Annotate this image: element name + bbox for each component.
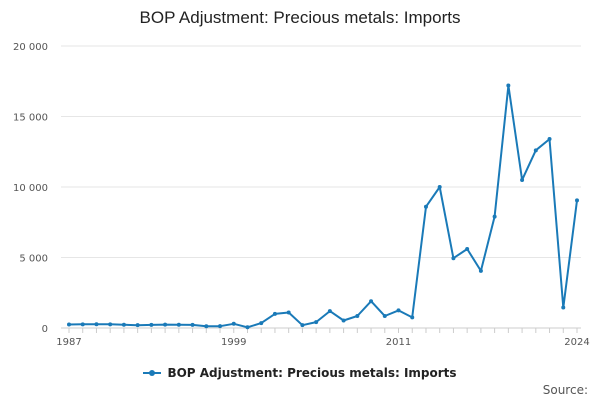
data-point — [355, 314, 360, 319]
y-tick-label: 10 000 — [13, 183, 48, 194]
data-point — [369, 299, 374, 304]
legend: BOP Adjustment: Precious metals: Imports — [0, 366, 600, 380]
data-point — [135, 323, 140, 328]
data-point — [506, 83, 511, 88]
data-point — [121, 322, 126, 327]
data-point — [149, 322, 154, 327]
x-tick-label: 2011 — [386, 337, 411, 348]
data-point — [286, 310, 291, 315]
data-point — [341, 318, 346, 323]
legend-swatch-icon — [143, 368, 162, 378]
data-point — [108, 322, 113, 327]
data-point — [410, 315, 415, 320]
data-point — [382, 314, 387, 319]
x-tick-label: 2024 — [564, 337, 589, 348]
data-point — [176, 322, 181, 327]
data-point — [327, 309, 332, 314]
data-point — [80, 322, 85, 327]
data-point — [94, 322, 99, 327]
data-point — [245, 325, 250, 330]
data-point — [396, 308, 401, 313]
y-tick-label: 15 000 — [13, 113, 48, 124]
data-point — [451, 256, 456, 261]
data-point — [437, 185, 442, 189]
data-point — [478, 268, 483, 273]
data-point — [575, 198, 579, 203]
chart-title: BOP Adjustment: Precious metals: Imports — [139, 8, 461, 27]
data-point — [561, 305, 566, 310]
data-point — [547, 137, 552, 142]
series-line — [68, 84, 578, 329]
x-tick-label: 1999 — [221, 337, 246, 348]
data-point — [163, 322, 168, 327]
data-point — [423, 204, 428, 209]
source-label: Source: — [542, 383, 588, 397]
y-tick-label: 20 000 — [13, 42, 48, 53]
data-point — [314, 320, 319, 325]
legend-label: BOP Adjustment: Precious metals: Imports — [167, 366, 457, 380]
data-point — [231, 321, 236, 326]
data-point — [492, 214, 497, 219]
data-point — [520, 177, 525, 182]
data-point — [533, 148, 538, 153]
y-tick-label: 0 — [42, 324, 48, 335]
data-point — [204, 324, 209, 329]
data-point — [259, 321, 264, 326]
data-point — [67, 322, 71, 327]
data-point — [218, 324, 223, 329]
data-point — [272, 311, 277, 316]
x-tick-label: 1987 — [56, 337, 81, 348]
data-point — [300, 323, 305, 328]
data-point — [190, 322, 195, 327]
y-tick-label: 5 000 — [19, 254, 48, 265]
data-point — [465, 247, 470, 252]
